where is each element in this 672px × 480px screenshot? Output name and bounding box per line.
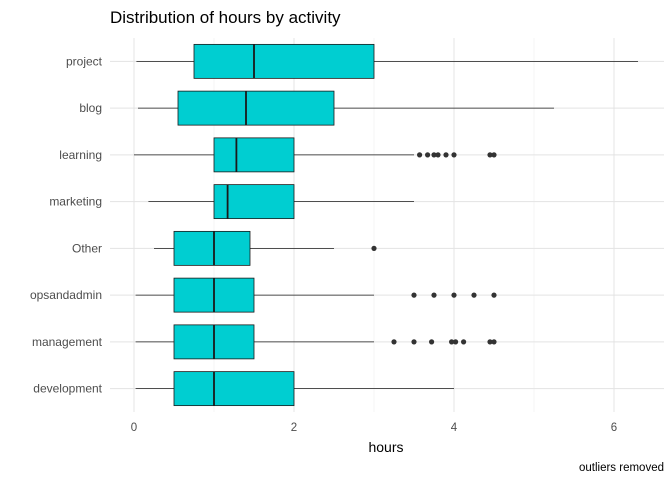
x-tick-label: 0 — [131, 422, 137, 434]
chart-caption: outliers removed — [579, 462, 664, 474]
outlier-point — [425, 152, 431, 158]
box-blog — [138, 90, 554, 126]
outlier-point — [411, 339, 417, 345]
box-opsandadmin — [135, 277, 497, 313]
outlier-point — [391, 339, 397, 345]
category-label: marketing — [49, 195, 102, 209]
x-axis-title: hours — [368, 439, 403, 455]
category-axis-labels: project blog learning marketing Other opsanda… — [30, 54, 103, 395]
x-axis-ticks: 0 2 4 6 — [131, 422, 617, 434]
iqr-box — [193, 43, 375, 79]
box-Other — [154, 230, 377, 266]
category-label: project — [66, 54, 103, 68]
x-tick-label: 4 — [451, 422, 458, 434]
outlier-point — [411, 292, 417, 298]
box-management — [135, 324, 497, 360]
box-learning — [134, 137, 497, 173]
category-label: management — [32, 335, 103, 349]
category-label: learning — [59, 148, 102, 162]
outlier-point — [435, 152, 441, 158]
iqr-box — [213, 184, 295, 220]
outlier-point — [461, 339, 467, 345]
outlier-point — [491, 292, 497, 298]
box-marketing — [148, 184, 414, 220]
outlier-point — [417, 152, 423, 158]
iqr-box — [173, 371, 295, 407]
outlier-point — [451, 152, 457, 158]
iqr-box — [173, 230, 251, 266]
category-label: development — [33, 382, 102, 396]
outlier-point — [491, 152, 497, 158]
outlier-point — [487, 152, 493, 158]
outlier-point — [443, 152, 449, 158]
chart-title: Distribution of hours by activity — [110, 8, 341, 27]
outlier-point — [487, 339, 493, 345]
category-label: Other — [72, 241, 102, 255]
x-tick-label: 6 — [611, 422, 617, 434]
x-tick-label: 2 — [291, 422, 297, 434]
outlier-point — [431, 152, 437, 158]
outlier-point — [431, 292, 437, 298]
plot-area — [134, 43, 638, 407]
category-label: opsandadmin — [30, 288, 102, 302]
box-project — [136, 43, 638, 79]
box-development — [135, 371, 454, 407]
outlier-point — [451, 292, 457, 298]
outlier-point — [491, 339, 497, 345]
outlier-point — [453, 339, 459, 345]
outlier-point — [449, 339, 455, 345]
category-label: blog — [79, 101, 102, 115]
iqr-box — [213, 137, 295, 173]
outlier-point — [429, 339, 435, 345]
iqr-box — [177, 90, 335, 126]
outlier-point — [371, 245, 377, 251]
outlier-point — [471, 292, 477, 298]
